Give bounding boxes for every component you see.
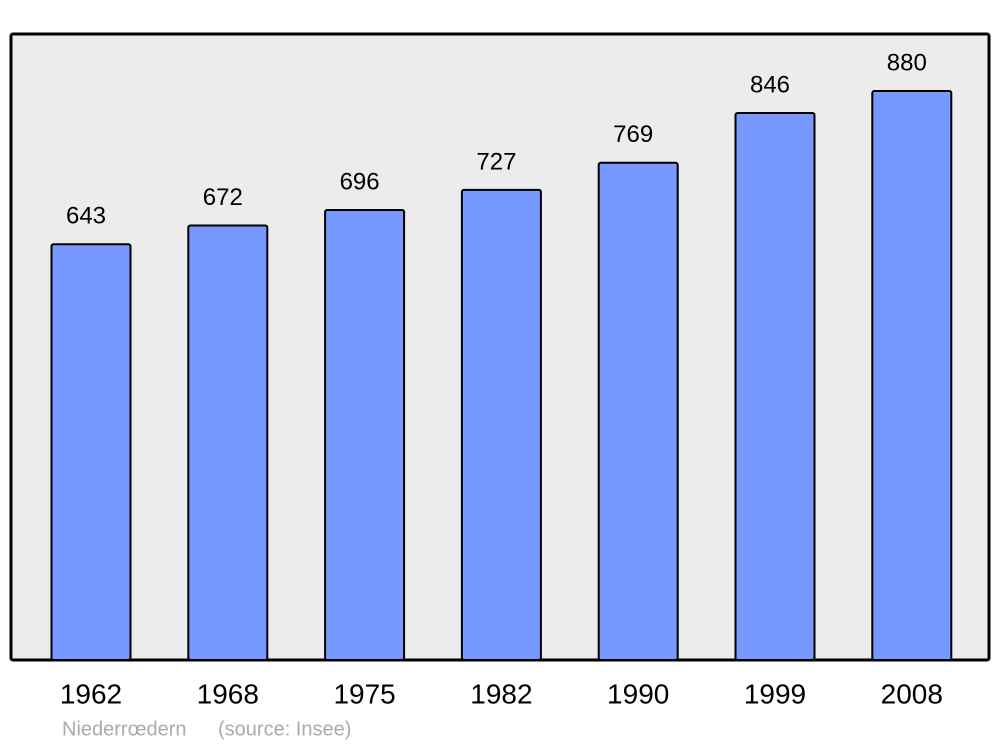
value-label: 769 [613,121,653,148]
x-tick-label: 1968 [197,678,259,709]
bar [324,208,406,662]
bar [460,188,542,661]
bar [734,111,816,662]
bar [50,243,132,662]
bar [597,161,679,662]
source: (source: Insee) [218,718,351,740]
place-name: Niederrœdern [62,718,186,740]
value-label: 696 [340,168,380,195]
x-tick-label: 1962 [60,678,122,709]
bar [187,224,269,661]
value-label: 727 [476,148,516,175]
value-label: 846 [750,71,790,98]
x-tick-label: 1982 [470,678,532,709]
x-tick-label: 1975 [333,678,395,709]
x-tick-label: 2008 [881,678,943,709]
value-label: 880 [887,49,927,76]
bar [871,90,953,661]
x-tick-label: 1990 [607,678,669,709]
value-label: 643 [66,203,106,230]
x-tick-label: 1999 [744,678,806,709]
value-label: 672 [203,184,243,211]
